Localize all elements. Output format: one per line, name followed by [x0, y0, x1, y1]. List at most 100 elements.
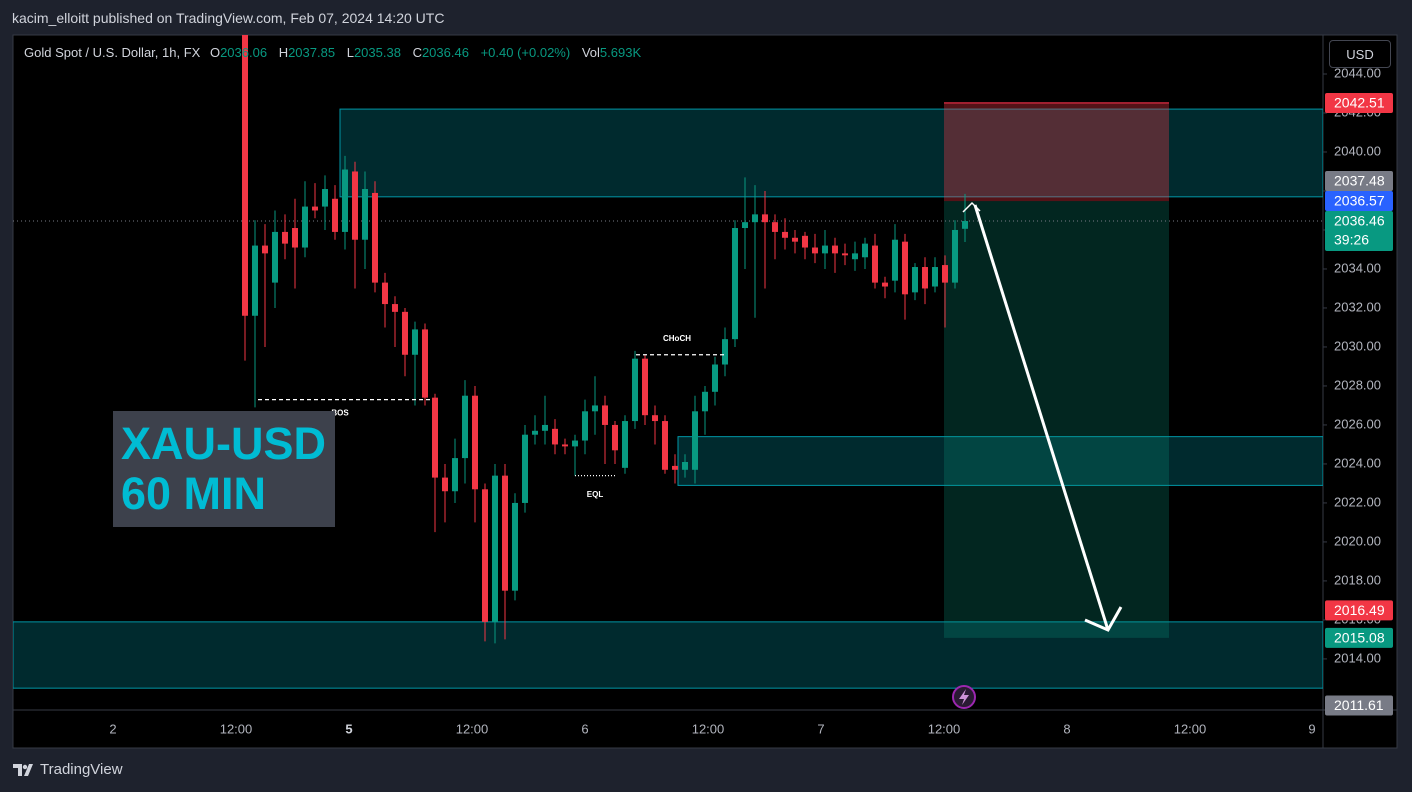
- candle-body: [762, 214, 768, 223]
- candle-body: [542, 424, 548, 431]
- x-tick-label: 9: [1308, 721, 1315, 736]
- candle-body: [562, 444, 568, 447]
- ohlc-value: 2035.38: [353, 45, 401, 60]
- candle-body: [422, 329, 428, 398]
- candle-body: [282, 231, 288, 244]
- candle-body: [532, 430, 538, 435]
- ohlc-value: 2036.46: [421, 45, 469, 60]
- candle-body: [502, 475, 508, 591]
- candle-body: [882, 282, 888, 287]
- level-label: BOS: [331, 409, 349, 418]
- countdown: 39:26: [1334, 232, 1369, 248]
- candle-body: [782, 231, 788, 238]
- x-tick-label: 12:00: [1174, 721, 1207, 736]
- candle-body: [912, 267, 918, 293]
- y-tick-label: 2020.00: [1334, 533, 1381, 548]
- candle-body: [522, 434, 528, 503]
- candle-body: [582, 411, 588, 441]
- candle-body: [802, 235, 808, 248]
- candle-body: [462, 395, 468, 459]
- candle-body: [622, 421, 628, 468]
- y-tick-label: 2014.00: [1334, 650, 1381, 665]
- footer: TradingView: [12, 761, 123, 778]
- x-tick-label: 2: [109, 721, 116, 736]
- candle-body: [612, 424, 618, 451]
- change: +0.40 (+0.02%): [480, 45, 571, 60]
- candle-body: [272, 231, 278, 283]
- candle-body: [492, 475, 498, 622]
- price-label: 2036.57: [1334, 193, 1385, 209]
- candle-body: [312, 206, 318, 211]
- candle-body: [952, 229, 958, 283]
- candle-body: [662, 421, 668, 470]
- candle-body: [852, 253, 858, 260]
- ohlc-value: 2037.85: [288, 45, 336, 60]
- price-label: 2011.61: [1334, 697, 1384, 713]
- candle-body: [642, 358, 648, 416]
- candle-body: [822, 245, 828, 254]
- zone: [339, 108, 1323, 198]
- volume-label: Vol: [581, 45, 600, 60]
- stop-zone: [944, 103, 1169, 202]
- price-label-box: [1325, 171, 1393, 192]
- candle-body: [692, 411, 698, 470]
- ohlc-letter: L: [346, 45, 354, 60]
- candle-body: [442, 477, 448, 492]
- text-box: XAU-USD 60 MIN: [113, 411, 335, 527]
- price-label: 2015.08: [1334, 630, 1385, 646]
- candle-body: [482, 489, 488, 622]
- price-label-box: [1325, 191, 1393, 212]
- candle-body: [932, 267, 938, 287]
- candle-body: [472, 395, 478, 490]
- y-tick-label: 2030.00: [1334, 338, 1381, 353]
- candle-body: [742, 222, 748, 229]
- publish-header: kacim_elloitt published on TradingView.c…: [12, 10, 445, 26]
- price-label: 2016.49: [1334, 602, 1385, 618]
- target-zone: [944, 201, 1169, 638]
- zone: [677, 436, 1323, 486]
- candle-body: [672, 465, 678, 470]
- candle-body: [902, 241, 908, 295]
- arrow-head: [1084, 606, 1123, 632]
- price-label-box: [1325, 93, 1393, 114]
- y-tick-label: 2040.00: [1334, 143, 1381, 158]
- candle-body: [342, 169, 348, 232]
- candle-body: [602, 405, 608, 425]
- arrow: [973, 204, 1110, 631]
- ohlc-letter: H: [278, 45, 289, 60]
- logo: [13, 763, 33, 776]
- candle-body: [702, 391, 708, 412]
- candle-body: [922, 267, 928, 289]
- y-tick-label: 2022.00: [1334, 494, 1381, 509]
- candle-body: [592, 405, 598, 412]
- price-label: 2042.51: [1334, 95, 1385, 111]
- candle-body: [752, 214, 758, 223]
- candle-body: [452, 458, 458, 492]
- text-line: 60 MIN: [121, 468, 267, 519]
- ohlc-value: 2036.06: [220, 45, 268, 60]
- price-label-box: [1325, 695, 1393, 716]
- candle-body: [942, 265, 948, 283]
- candle-body: [712, 364, 718, 392]
- candle-body: [352, 171, 358, 240]
- candle-body: [372, 192, 378, 283]
- currency-button[interactable]: USD: [1329, 40, 1391, 68]
- candle-body: [962, 221, 968, 229]
- event-bolt: [959, 689, 969, 705]
- candle-body: [682, 461, 688, 470]
- level-label: EQL: [587, 490, 604, 499]
- symbol-legend: Gold Spot / U.S. Dollar, 1h, FX O2036.06…: [24, 45, 649, 60]
- candle-body: [262, 245, 268, 254]
- plot-area: BOS CHoCH EQL: [13, 35, 1323, 689]
- candle-body: [292, 228, 298, 248]
- candle-body: [382, 282, 388, 305]
- level-label: CHoCH: [663, 334, 691, 343]
- candle-body: [302, 206, 308, 248]
- candle-body: [322, 189, 328, 207]
- ohlc-letter: C: [412, 45, 422, 60]
- candle-body: [632, 358, 638, 422]
- candle-body: [432, 397, 438, 478]
- candle-body: [392, 304, 398, 312]
- candle-body: [892, 239, 898, 281]
